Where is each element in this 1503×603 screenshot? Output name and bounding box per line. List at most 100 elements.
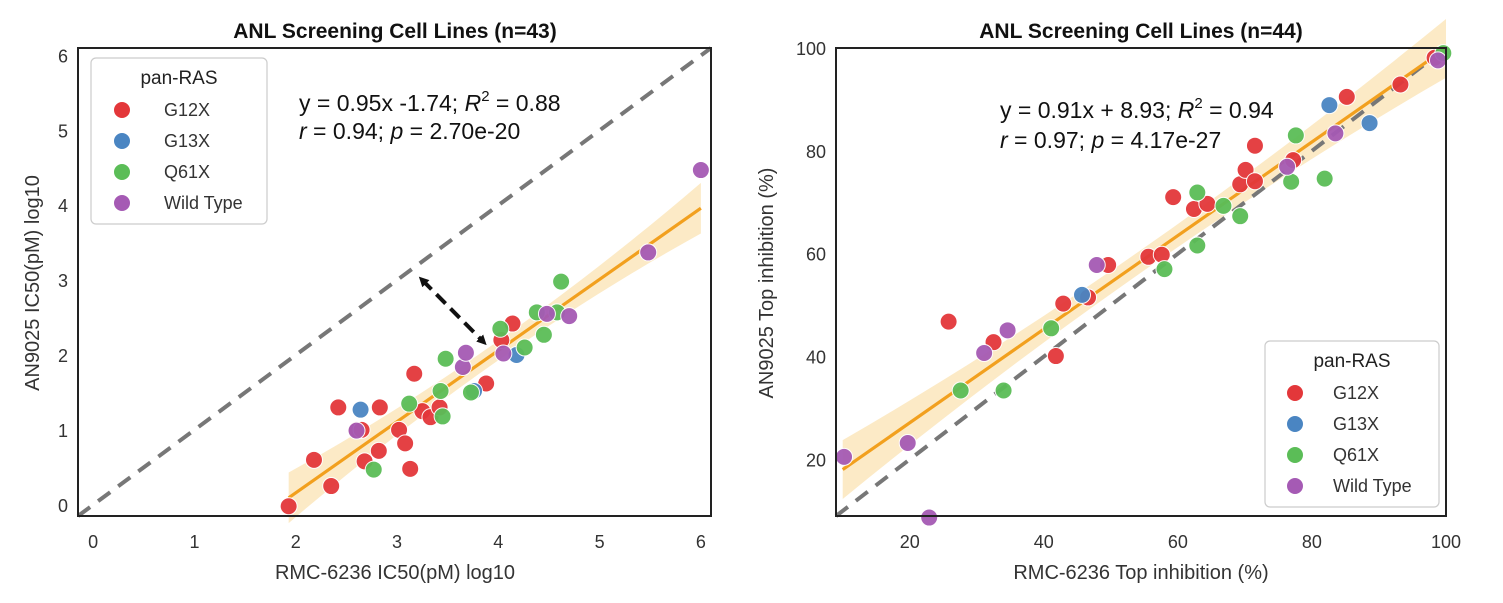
x-tick-label: 3 [392,532,402,552]
x-tick-label: 2 [291,532,301,552]
legend-label-q61x: Q61X [164,162,210,182]
legend-label-q61x: Q61X [1333,445,1379,465]
data-point-g12x [1391,75,1410,94]
y-tick-label: 20 [806,450,826,470]
data-point-q61x [994,381,1013,400]
legend-label-g13x: G13X [1333,414,1379,434]
data-points-layer [835,44,1453,527]
data-point-wild-type [639,243,658,262]
legend-marker-g12x [113,101,131,119]
x-tick-label: 20 [900,532,920,552]
data-point-wild-type [1428,51,1447,70]
data-point-g12x [279,497,298,516]
data-point-g12x [369,441,388,460]
data-point-g12x [322,477,341,496]
data-point-wild-type [560,307,579,326]
y-tick-label: 3 [58,271,68,291]
x-axis-ticks: 0 1 2 3 4 5 6 [88,532,706,552]
fit-equation: y = 0.91x + 8.93; R2 = 0.94 [1000,95,1274,123]
y-axis-ticks: 0 1 2 3 4 5 6 [58,46,68,515]
data-point-q61x [431,381,450,400]
legend-marker-g13x [1286,415,1304,433]
legend-frame [90,57,268,225]
legend-marker-g13x [113,132,131,150]
y-tick-label: 60 [806,245,826,265]
x-tick-label: 6 [696,532,706,552]
data-point-q61x [552,272,571,291]
data-point-wild-type [494,344,513,363]
x-axis-ticks: 20 40 60 80 100 [900,532,1461,552]
legend-title: pan-RAS [140,68,217,89]
data-point-q61x [436,349,455,368]
y-axis-ticks: 20 40 60 80 100 [796,39,826,470]
y-tick-label: 100 [796,39,826,59]
legend-label-g12x: G12X [164,100,210,120]
y-tick-label: 4 [58,196,68,216]
plot-frame [835,47,1447,517]
chart-title: ANL Screening Cell Lines (n=44) [979,20,1302,43]
x-tick-label: 80 [1302,532,1322,552]
data-point-g12x [1337,87,1356,106]
data-point-g13x [1320,96,1339,115]
data-point-wild-type [1278,157,1297,176]
x-axis-label: RMC-6236 Top inhibition (%) [1013,562,1268,584]
data-point-g12x [1245,136,1264,155]
data-point-wild-type [835,447,854,466]
legend-label-wild-type: Wild Type [1333,476,1412,496]
x-tick-label: 1 [189,532,199,552]
data-point-g13x [351,400,370,419]
data-point-q61x [364,460,383,479]
data-point-q61x [400,394,419,413]
plot-frame [77,47,712,517]
y-tick-label: 6 [58,46,68,66]
legend-frame [1264,340,1440,508]
legend-marker-q61x [1286,446,1304,464]
data-point-wild-type [537,304,556,323]
y-axis-label: AN9025 IC50(pM) log10 [22,175,44,391]
data-point-q61x [1042,319,1061,338]
data-point-q61x [491,319,510,338]
y-tick-label: 0 [58,496,68,516]
x-axis-label: RMC-6236 IC50(pM) log10 [275,562,515,584]
data-point-q61x [1214,196,1233,215]
data-point-q61x [534,325,553,344]
fit-equation: y = 0.95x -1.74; R2 = 0.88 [299,88,561,116]
data-point-q61x [515,338,534,357]
legend-marker-wild-type [113,194,131,212]
legend-label-g12x: G12X [1333,383,1379,403]
legend-marker-q61x [113,163,131,181]
x-tick-label: 0 [88,532,98,552]
y-tick-label: 80 [806,142,826,162]
data-point-g12x [304,450,323,469]
x-tick-label: 60 [1168,532,1188,552]
data-point-wild-type [691,161,710,180]
data-point-g12x [370,398,389,417]
y-tick-label: 5 [58,121,68,141]
legend-title: pan-RAS [1313,351,1390,372]
data-point-g12x [939,312,958,331]
chart-title: ANL Screening Cell Lines (n=43) [233,20,556,43]
legend-marker-wild-type [1286,477,1304,495]
data-points-layer [279,161,710,516]
data-point-g12x [405,364,424,383]
identity-line [76,46,713,518]
fit-statistics: r = 0.94; p = 2.70e-20 [299,118,520,144]
data-point-g12x [329,398,348,417]
double-arrow-icon [418,276,487,346]
data-point-q61x [1188,236,1207,255]
data-point-g12x [1245,172,1264,191]
data-point-g12x [396,434,415,453]
data-point-g12x [1054,294,1073,313]
y-tick-label: 1 [58,421,68,441]
data-point-q61x [433,407,452,426]
data-point-q61x [951,381,970,400]
data-point-g12x [1164,188,1183,207]
data-point-wild-type [347,421,366,440]
fit-statistics: r = 0.97; p = 4.17e-27 [1000,127,1221,153]
data-point-q61x [1286,126,1305,145]
y-tick-label: 2 [58,346,68,366]
data-point-wild-type [898,433,917,452]
legend-marker-g12x [1286,384,1304,402]
